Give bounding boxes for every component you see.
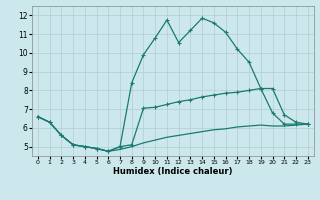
X-axis label: Humidex (Indice chaleur): Humidex (Indice chaleur) — [113, 167, 233, 176]
